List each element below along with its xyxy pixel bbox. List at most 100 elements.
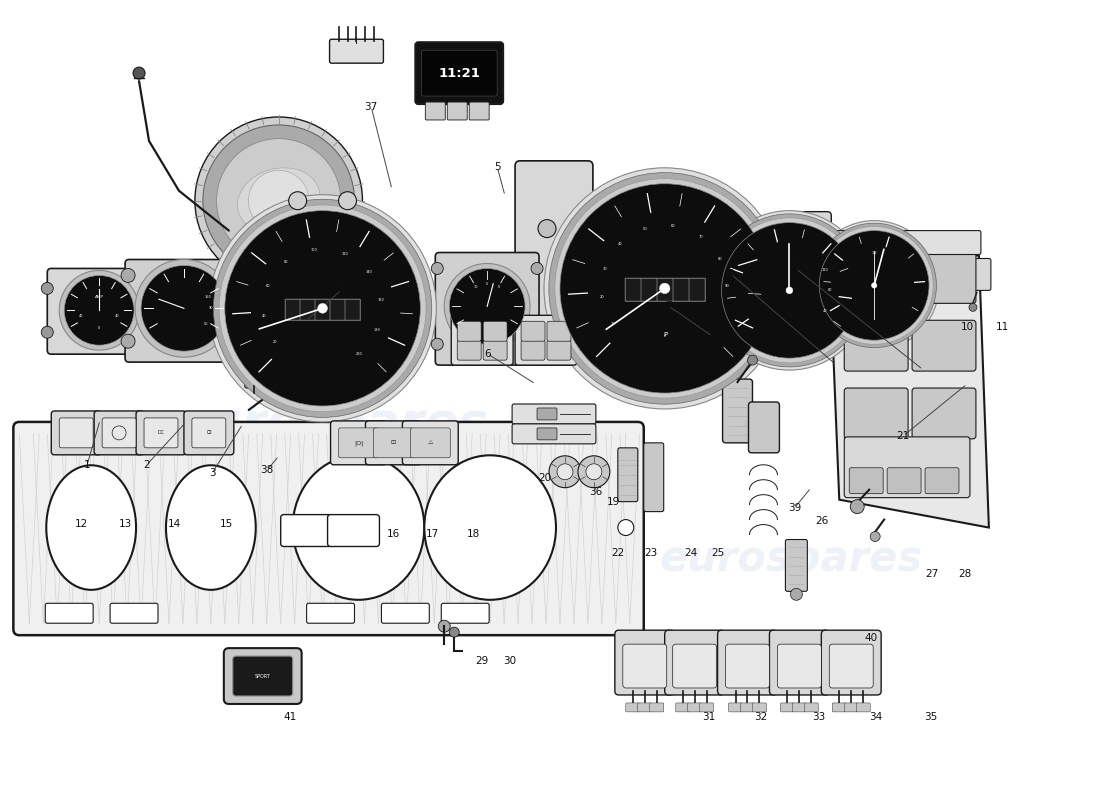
- FancyBboxPatch shape: [245, 352, 264, 388]
- FancyBboxPatch shape: [849, 468, 883, 494]
- Text: |O|: |O|: [354, 440, 363, 446]
- Circle shape: [812, 223, 936, 347]
- Text: 37: 37: [364, 102, 377, 112]
- FancyBboxPatch shape: [470, 102, 490, 120]
- Bar: [625, 278, 704, 301]
- FancyBboxPatch shape: [537, 428, 557, 440]
- Text: 10: 10: [610, 322, 616, 326]
- FancyBboxPatch shape: [382, 603, 429, 623]
- Text: AMP: AMP: [95, 295, 103, 299]
- Text: 33: 33: [812, 712, 825, 722]
- Text: 41: 41: [284, 712, 297, 722]
- Bar: [625, 278, 641, 301]
- Text: eurospares: eurospares: [173, 400, 488, 448]
- Text: 9: 9: [792, 263, 799, 274]
- Text: 20: 20: [538, 473, 551, 483]
- Text: 8: 8: [728, 269, 735, 279]
- Text: 11: 11: [996, 322, 1009, 332]
- Circle shape: [713, 214, 866, 367]
- Circle shape: [717, 218, 862, 363]
- Text: 19: 19: [607, 497, 620, 507]
- Circle shape: [431, 262, 443, 274]
- Circle shape: [815, 226, 933, 344]
- FancyBboxPatch shape: [184, 411, 234, 455]
- FancyBboxPatch shape: [688, 703, 702, 712]
- FancyBboxPatch shape: [675, 703, 690, 712]
- Text: 31: 31: [703, 712, 716, 722]
- Text: 3: 3: [209, 468, 216, 478]
- Circle shape: [871, 282, 877, 288]
- Text: 10: 10: [960, 322, 974, 332]
- Circle shape: [202, 125, 354, 277]
- Text: 4: 4: [338, 285, 344, 295]
- Text: 40: 40: [618, 242, 623, 246]
- Circle shape: [538, 220, 556, 238]
- FancyBboxPatch shape: [13, 422, 644, 635]
- FancyBboxPatch shape: [845, 437, 970, 498]
- Bar: [657, 278, 673, 301]
- Text: 80: 80: [718, 257, 723, 261]
- FancyBboxPatch shape: [780, 703, 794, 712]
- Circle shape: [538, 318, 556, 335]
- FancyBboxPatch shape: [483, 322, 507, 342]
- Text: ⚠: ⚠: [428, 440, 433, 446]
- FancyBboxPatch shape: [515, 315, 576, 365]
- Text: 10: 10: [473, 285, 478, 289]
- FancyBboxPatch shape: [233, 656, 293, 696]
- Circle shape: [141, 266, 227, 351]
- Text: SPORT: SPORT: [255, 674, 271, 678]
- Text: 0: 0: [98, 326, 100, 330]
- Circle shape: [820, 230, 930, 340]
- FancyBboxPatch shape: [856, 703, 870, 712]
- Circle shape: [586, 464, 602, 480]
- FancyBboxPatch shape: [822, 630, 881, 695]
- FancyBboxPatch shape: [638, 703, 651, 712]
- FancyBboxPatch shape: [547, 322, 571, 342]
- Text: 40: 40: [262, 314, 266, 318]
- FancyBboxPatch shape: [829, 644, 873, 688]
- Text: 17: 17: [426, 529, 439, 539]
- FancyBboxPatch shape: [513, 424, 596, 444]
- Text: Ꝑ: Ꝑ: [662, 333, 667, 338]
- FancyBboxPatch shape: [331, 421, 386, 465]
- Circle shape: [42, 326, 53, 338]
- FancyBboxPatch shape: [912, 320, 976, 371]
- Text: 29: 29: [475, 657, 488, 666]
- FancyBboxPatch shape: [45, 603, 94, 623]
- FancyBboxPatch shape: [912, 388, 976, 439]
- Circle shape: [339, 192, 356, 210]
- FancyBboxPatch shape: [789, 212, 832, 330]
- Circle shape: [219, 205, 426, 412]
- Ellipse shape: [425, 455, 556, 600]
- Text: 40: 40: [865, 633, 878, 642]
- Ellipse shape: [166, 466, 255, 590]
- Circle shape: [748, 355, 758, 365]
- FancyBboxPatch shape: [330, 39, 384, 63]
- Text: 20: 20: [601, 295, 605, 299]
- Text: 100: 100: [311, 248, 318, 252]
- Text: 34: 34: [869, 712, 882, 722]
- FancyBboxPatch shape: [769, 630, 829, 695]
- Text: 40: 40: [823, 309, 827, 313]
- FancyBboxPatch shape: [365, 421, 421, 465]
- Text: 28: 28: [958, 569, 971, 578]
- Text: 90: 90: [208, 306, 212, 310]
- FancyBboxPatch shape: [339, 428, 378, 458]
- Bar: [285, 298, 360, 320]
- Text: 16: 16: [386, 529, 399, 539]
- Text: 38: 38: [261, 465, 274, 475]
- Text: 30: 30: [603, 267, 607, 271]
- Text: 2: 2: [143, 460, 150, 470]
- FancyBboxPatch shape: [845, 703, 858, 712]
- FancyBboxPatch shape: [792, 703, 806, 712]
- Text: 22: 22: [612, 548, 625, 558]
- FancyBboxPatch shape: [644, 443, 663, 512]
- Text: 70: 70: [698, 235, 703, 239]
- Bar: [330, 298, 345, 320]
- Circle shape: [549, 456, 581, 488]
- Text: 11:21: 11:21: [438, 66, 481, 80]
- Text: 40: 40: [116, 314, 120, 318]
- Text: 27: 27: [925, 569, 938, 578]
- Circle shape: [850, 500, 865, 514]
- FancyBboxPatch shape: [521, 340, 544, 360]
